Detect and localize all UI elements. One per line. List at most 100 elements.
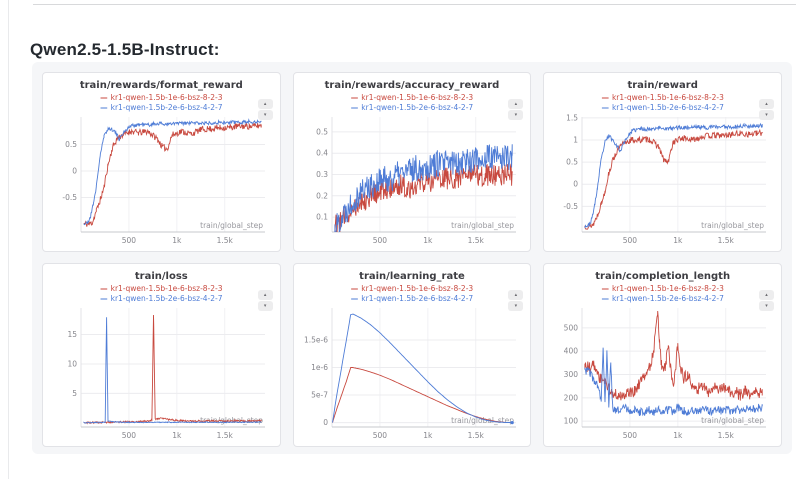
y-tick-label: 0.1 bbox=[316, 213, 328, 222]
chart-card-train-loss: train/loss — kr1-qwen-1.5b-1e-6-bsz-8-2-3—… bbox=[42, 263, 281, 447]
x-tick-label: 1.5k bbox=[718, 236, 735, 245]
legend-label: kr1-qwen-1.5b-1e-6-bsz-8-2-3 bbox=[611, 93, 724, 102]
x-axis-label: train/global_step bbox=[451, 221, 514, 230]
chart-card-train-completion-length: train/completion_length — kr1-qwen-1.5b-1e… bbox=[543, 263, 782, 447]
y-tick-label: 0.4 bbox=[316, 149, 328, 158]
legend-label: kr1-qwen-1.5b-1e-6-bsz-8-2-3 bbox=[110, 284, 223, 293]
series-line bbox=[83, 317, 262, 424]
chart-title: train/completion_length bbox=[595, 271, 731, 282]
legend-line-swatch: — bbox=[350, 102, 359, 112]
chart-card-train-reward: train/reward — kr1-qwen-1.5b-1e-6-bsz-8-2-… bbox=[543, 72, 782, 252]
chart-plot[interactable]: 500 1k 1.5k 0.1 0.2 0.3 0.4 0.5 train/global_ste… bbox=[298, 112, 525, 247]
y-tick-label: 400 bbox=[564, 347, 579, 356]
series-line bbox=[584, 310, 763, 401]
chart-card-train-rewards-accuracy-reward: train/rewards/accuracy_reward — kr1-qwen-1… bbox=[292, 72, 532, 252]
chart-stepper: ▴ ▾ bbox=[508, 290, 524, 311]
legend-line-swatch: — bbox=[100, 102, 108, 112]
series-line bbox=[334, 163, 513, 232]
x-axis-label: train/global_step bbox=[200, 221, 263, 230]
legend-item[interactable]: — kr1-qwen-1.5b-1e-6-bsz-8-2-3 bbox=[47, 284, 276, 294]
legend-item[interactable]: — kr1-qwen-1.5b-1e-6-bsz-8-2-3 bbox=[548, 93, 777, 103]
chart-plot[interactable]: 500 1k 1.5k -0.5 0 0.5 1 1.5 train/global_step bbox=[548, 112, 775, 247]
x-tick-label: 1.5k bbox=[217, 236, 234, 245]
x-tick-label: 500 bbox=[623, 236, 638, 245]
y-tick-label: 10 bbox=[67, 359, 77, 368]
chart-stepper-up-icon[interactable]: ▴ bbox=[759, 99, 774, 109]
chart-card-train-rewards-format-reward: train/rewards/format_reward — kr1-qwen-1.5… bbox=[42, 72, 281, 252]
chart-stepper-down-icon[interactable]: ▾ bbox=[257, 110, 273, 120]
legend-line-swatch: — bbox=[601, 284, 609, 293]
legend-label: kr1-qwen-1.5b-2e-6-bsz-4-2-7 bbox=[611, 293, 724, 303]
chart-stepper-down-icon[interactable]: ▾ bbox=[508, 301, 524, 311]
x-axis-label: train/global_step bbox=[701, 416, 764, 425]
chart-stepper-down-icon[interactable]: ▾ bbox=[257, 301, 273, 311]
y-tick-label: 1.5e-6 bbox=[304, 335, 328, 344]
y-tick-label: 1e-6 bbox=[311, 363, 328, 372]
series-line bbox=[334, 144, 513, 232]
chart-stepper-up-icon[interactable]: ▴ bbox=[257, 99, 273, 109]
chart-stepper: ▴ ▾ bbox=[759, 99, 774, 120]
legend-item[interactable]: — kr1-qwen-1.5b-2e-6-bsz-4-2-7 bbox=[47, 103, 276, 113]
chart-stepper-up-icon[interactable]: ▴ bbox=[759, 290, 774, 300]
y-tick-label: 1.5 bbox=[566, 113, 578, 122]
x-tick-label: 1k bbox=[423, 431, 433, 440]
chart-legend: — kr1-qwen-1.5b-1e-6-bsz-8-2-3— kr1-qwen-1… bbox=[298, 93, 527, 112]
y-tick-label: 100 bbox=[564, 417, 579, 426]
chart-stepper-down-icon[interactable]: ▾ bbox=[759, 301, 774, 311]
y-tick-label: -0.5 bbox=[62, 193, 77, 202]
chart-stepper-up-icon[interactable]: ▴ bbox=[508, 290, 524, 300]
charts-panel: train/rewards/format_reward — kr1-qwen-1.5… bbox=[32, 62, 792, 454]
chart-stepper-up-icon[interactable]: ▴ bbox=[508, 99, 524, 109]
legend-line-swatch: — bbox=[601, 293, 609, 303]
y-tick-label: 0.5 bbox=[65, 140, 77, 149]
x-tick-label: 1.5k bbox=[718, 431, 735, 440]
chart-plot[interactable]: 500 1k 1.5k 0 5e-7 1e-6 1.5e-6 train/global_ste… bbox=[298, 303, 525, 442]
legend-item[interactable]: — kr1-qwen-1.5b-1e-6-bsz-8-2-3 bbox=[47, 93, 276, 103]
x-tick-label: 1k bbox=[674, 431, 684, 440]
legend-item[interactable]: — kr1-qwen-1.5b-2e-6-bsz-4-2-7 bbox=[47, 294, 276, 304]
legend-item[interactable]: — kr1-qwen-1.5b-1e-6-bsz-8-2-3 bbox=[298, 93, 527, 103]
legend-label: kr1-qwen-1.5b-1e-6-bsz-8-2-3 bbox=[611, 284, 724, 293]
chart-title: train/reward bbox=[627, 80, 698, 91]
y-tick-label: 200 bbox=[564, 393, 579, 402]
legend-item[interactable]: — kr1-qwen-1.5b-2e-6-bsz-4-2-7 bbox=[548, 294, 777, 304]
x-tick-label: 1.5k bbox=[217, 431, 234, 440]
chart-title: train/rewards/format_reward bbox=[79, 80, 243, 91]
legend-item[interactable]: — kr1-qwen-1.5b-2e-6-bsz-4-2-7 bbox=[298, 103, 527, 113]
chart-stepper-up-icon[interactable]: ▴ bbox=[257, 290, 273, 300]
legend-label: kr1-qwen-1.5b-2e-6-bsz-4-2-7 bbox=[361, 102, 474, 112]
chart-stepper-down-icon[interactable]: ▾ bbox=[759, 110, 774, 120]
legend-label: kr1-qwen-1.5b-2e-6-bsz-4-2-7 bbox=[611, 102, 724, 112]
y-tick-label: 500 bbox=[564, 323, 579, 332]
legend-line-swatch: — bbox=[601, 93, 609, 102]
chart-plot[interactable]: 500 1k 1.5k 100 200 300 400 500 train/global_ste… bbox=[548, 303, 775, 442]
x-tick-label: 500 bbox=[623, 431, 638, 440]
x-tick-label: 1.5k bbox=[467, 236, 484, 245]
chart-stepper: ▴ ▾ bbox=[257, 99, 273, 120]
x-tick-label: 1k bbox=[423, 236, 433, 245]
legend-item[interactable]: — kr1-qwen-1.5b-2e-6-bsz-4-2-7 bbox=[548, 103, 777, 113]
series-end-dot bbox=[510, 420, 514, 425]
chart-title: train/rewards/accuracy_reward bbox=[324, 80, 500, 91]
chart-plot[interactable]: 500 1k 1.5k -0.5 0 0.5 train/global_step bbox=[47, 112, 274, 247]
legend-item[interactable]: — kr1-qwen-1.5b-2e-6-bsz-4-2-7 bbox=[298, 294, 527, 304]
y-tick-label: 5 bbox=[72, 389, 77, 398]
legend-item[interactable]: — kr1-qwen-1.5b-1e-6-bsz-8-2-3 bbox=[298, 284, 527, 294]
left-border-rule bbox=[8, 0, 9, 479]
legend-line-swatch: — bbox=[100, 293, 108, 303]
legend-item[interactable]: — kr1-qwen-1.5b-1e-6-bsz-8-2-3 bbox=[548, 284, 777, 294]
legend-line-swatch: — bbox=[350, 293, 359, 303]
chart-stepper-down-icon[interactable]: ▾ bbox=[508, 110, 524, 120]
series-line bbox=[83, 314, 262, 425]
x-tick-label: 1k bbox=[172, 236, 182, 245]
series-line bbox=[83, 122, 262, 227]
x-tick-label: 1k bbox=[172, 431, 182, 440]
legend-label: kr1-qwen-1.5b-2e-6-bsz-4-2-7 bbox=[110, 102, 223, 112]
chart-title: train/loss bbox=[134, 271, 188, 282]
y-tick-label: 0.2 bbox=[316, 191, 328, 200]
charts-grid: train/rewards/format_reward — kr1-qwen-1.5… bbox=[42, 72, 782, 447]
page-title: Qwen2.5-1.5B-Instruct: bbox=[30, 40, 220, 60]
y-tick-label: 0 bbox=[323, 418, 328, 427]
